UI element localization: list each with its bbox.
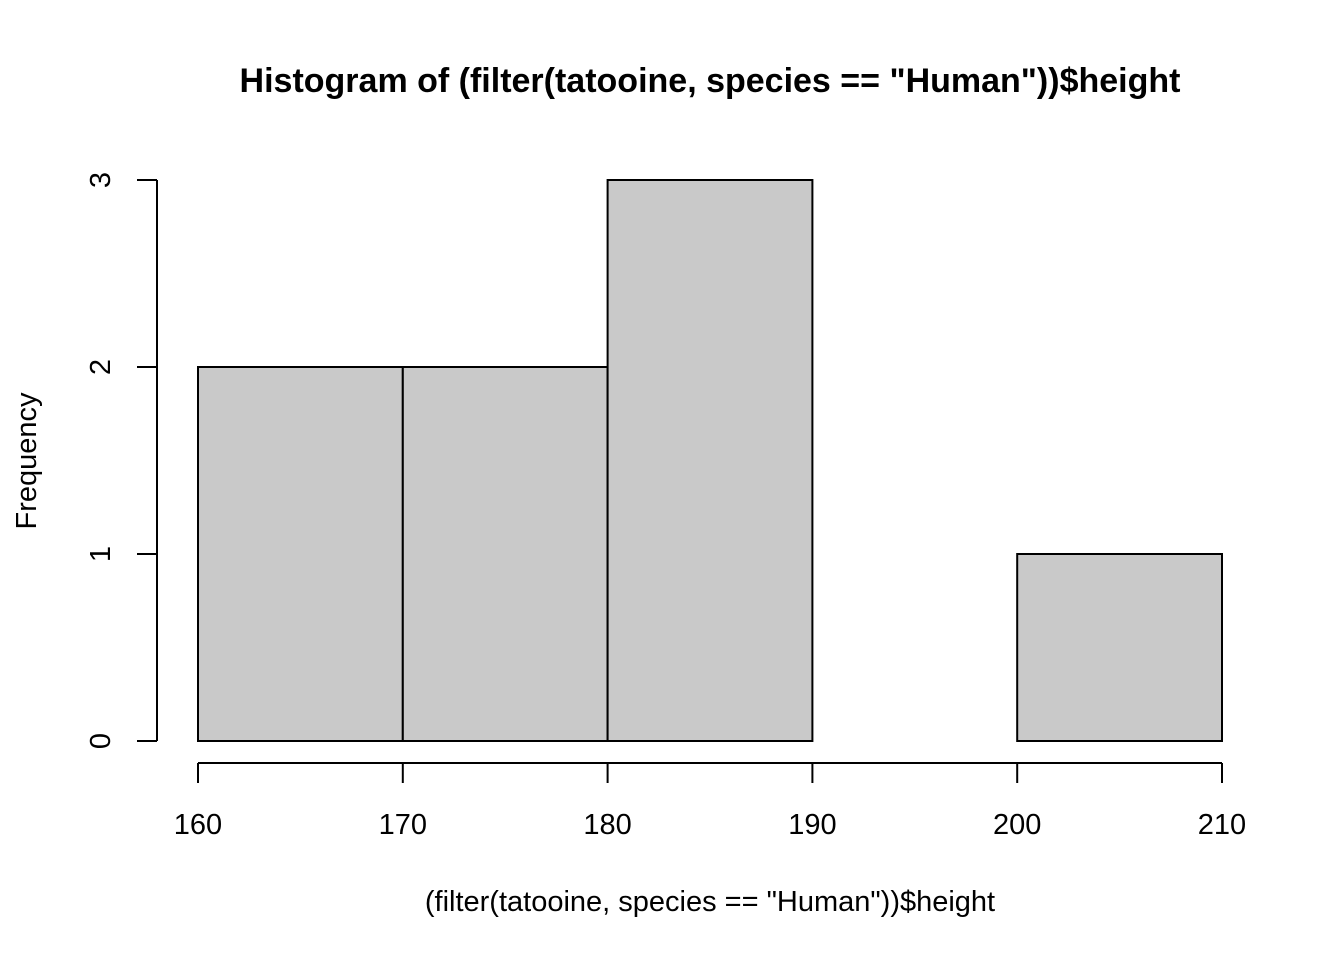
x-tick-label-190: 190 — [788, 809, 836, 841]
x-axis: 160 170 180 190 200 210 — [174, 762, 1246, 841]
histogram-bar-160-170 — [197, 366, 404, 742]
x-tick-label-160: 160 — [174, 809, 222, 841]
bars-group — [197, 179, 1224, 742]
y-axis-label: Frequency — [11, 392, 43, 530]
y-tick-label-2: 2 — [85, 359, 117, 375]
histogram-bar-180-190 — [606, 179, 814, 742]
x-tick-label-200: 200 — [993, 809, 1041, 841]
x-tick-label-170: 170 — [379, 809, 427, 841]
y-tick-label-3: 3 — [85, 172, 117, 188]
x-axis-label: (filter(tatooine, species == "Human"))$h… — [425, 886, 995, 918]
x-tick-label-180: 180 — [583, 809, 631, 841]
chart-title: Histogram of (filter(tatooine, species =… — [240, 62, 1181, 100]
histogram-bar-170-180 — [401, 366, 609, 742]
histogram-bar-200-210 — [1016, 553, 1224, 742]
y-tick-label-0: 0 — [85, 733, 117, 749]
x-tick-label-210: 210 — [1198, 809, 1246, 841]
y-tick-label-1: 1 — [85, 546, 117, 562]
y-axis: 0 1 2 3 — [85, 172, 158, 749]
